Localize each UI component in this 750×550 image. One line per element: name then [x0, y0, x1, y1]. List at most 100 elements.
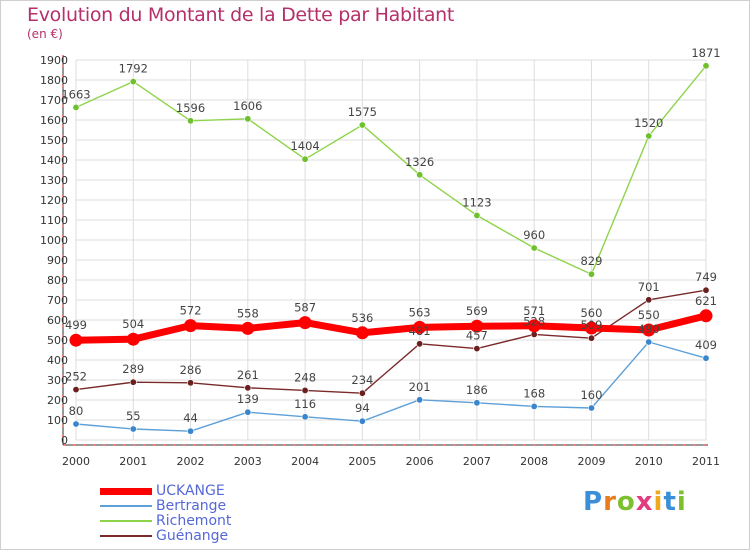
point-uckange-2009 [584, 321, 598, 335]
point-richemont-2003 [244, 115, 252, 123]
point-richemont-2011 [702, 62, 710, 70]
point-uckange-2003 [241, 321, 255, 335]
y-tick-label-100: 100 [47, 414, 68, 427]
point-bertrange-2002 [187, 427, 195, 435]
legend-label-uckange: UCKANGE [156, 483, 225, 499]
data-label-bertrange-2005: 94 [355, 401, 370, 415]
point-bertrange-2004 [301, 413, 309, 421]
data-label-richemont-2008: 960 [523, 228, 545, 242]
data-label-richemont-2007: 1123 [462, 195, 491, 209]
point-richemont-2009 [587, 270, 595, 278]
data-labels: 1663 1792 1596 1606 1404 1575 1326 1123 960 829 15… [61, 46, 720, 425]
series-line-bertrange [75, 341, 707, 432]
y-tick-label-700: 700 [47, 294, 68, 307]
point-guenange-2005 [358, 389, 366, 397]
x-tick-label-2001: 2001 [119, 455, 147, 468]
series-line-guenange [75, 289, 707, 394]
point-bertrange-2006 [416, 396, 424, 404]
logo-letter: o [616, 487, 636, 517]
data-label-guenange-2000: 252 [65, 370, 87, 384]
series-line-uckange [75, 312, 707, 344]
data-label-uckange-2010: 550 [638, 308, 660, 322]
point-uckange-2011 [699, 309, 713, 323]
data-label-guenange-2006: 481 [409, 324, 431, 338]
data-label-guenange-2011: 749 [695, 270, 717, 284]
point-guenange-2004 [301, 386, 309, 394]
x-tick-label-2009: 2009 [577, 455, 605, 468]
point-uckange-2000 [69, 333, 83, 347]
data-label-bertrange-2004: 116 [294, 397, 316, 411]
point-bertrange-2005 [358, 417, 366, 425]
data-label-richemont-2011: 1871 [691, 46, 720, 60]
series-layer [69, 62, 713, 435]
data-label-uckange-2005: 536 [351, 311, 373, 325]
data-label-richemont-2003: 1606 [233, 99, 262, 113]
data-label-richemont-2005: 1575 [348, 105, 377, 119]
data-label-bertrange-2011: 409 [695, 338, 717, 352]
logo-letter: x [635, 487, 654, 517]
data-label-richemont-2009: 829 [580, 254, 602, 268]
data-label-bertrange-2000: 80 [69, 404, 84, 418]
point-bertrange-2008 [530, 402, 538, 410]
y-tick-label-900: 900 [47, 254, 68, 267]
point-guenange-2000 [72, 386, 80, 394]
series-line-richemont [75, 65, 707, 275]
proxiti-logo: Proxiti [583, 487, 687, 517]
logo-letter: P [583, 487, 604, 517]
y-tick-label-200: 200 [47, 394, 68, 407]
data-label-richemont-2006: 1326 [405, 155, 434, 169]
point-richemont-2005 [358, 121, 366, 129]
data-label-bertrange-2001: 55 [126, 409, 141, 423]
point-guenange-2006 [416, 340, 424, 348]
point-uckange-2004 [298, 316, 312, 330]
data-label-bertrange-2007: 186 [466, 383, 488, 397]
logo-letter: t [663, 487, 677, 517]
legend-label-bertrange: Bertrange [156, 498, 227, 514]
point-richemont-2007 [473, 211, 481, 219]
point-bertrange-2001 [129, 425, 137, 433]
y-tick-label-1600: 1600 [40, 114, 68, 127]
legend-label-guenange: Guénange [156, 528, 229, 544]
data-label-bertrange-2006: 201 [409, 380, 431, 394]
data-label-bertrange-2002: 44 [183, 411, 198, 425]
data-label-bertrange-2008: 168 [523, 386, 545, 400]
legend-swatch-guenange [100, 535, 152, 537]
y-tick-label-500: 500 [47, 334, 68, 347]
legend-swatch-bertrange [100, 505, 152, 507]
point-guenange-2010 [645, 296, 653, 304]
data-label-guenange-2002: 286 [180, 363, 202, 377]
x-tick-label-2005: 2005 [348, 455, 376, 468]
point-uckange-2010 [642, 323, 656, 337]
data-label-richemont-2002: 1596 [176, 101, 205, 115]
chart-title: Evolution du Montant de la Dette par Hab… [27, 4, 455, 26]
data-label-uckange-2004: 587 [294, 301, 316, 315]
x-tick-label-2007: 2007 [463, 455, 491, 468]
point-guenange-2003 [244, 384, 252, 392]
data-label-uckange-2002: 572 [180, 304, 202, 318]
chart-subtitle: (en €) [27, 27, 63, 41]
line-chart: 0100200300400500600700800900100011001200… [40, 46, 721, 468]
point-guenange-2009 [587, 334, 595, 342]
data-label-uckange-2001: 504 [122, 317, 144, 331]
y-tick-label-1200: 1200 [40, 194, 68, 207]
x-tick-label-2006: 2006 [406, 455, 434, 468]
point-richemont-2000 [72, 103, 80, 111]
point-bertrange-2010 [645, 338, 653, 346]
data-label-guenange-2001: 289 [122, 362, 144, 376]
data-label-richemont-2001: 1792 [119, 62, 148, 76]
x-tick-label-2010: 2010 [635, 455, 663, 468]
data-label-richemont-2004: 1404 [290, 139, 319, 153]
data-label-uckange-2011: 621 [695, 294, 717, 308]
point-guenange-2001 [129, 378, 137, 386]
data-label-uckange-2006: 563 [409, 305, 431, 319]
point-richemont-2002 [187, 117, 195, 125]
point-guenange-2007 [473, 345, 481, 353]
data-label-richemont-2010: 1520 [634, 116, 663, 130]
data-label-guenange-2010: 701 [638, 280, 660, 294]
logo-letter: r [603, 487, 617, 517]
grid [75, 59, 707, 441]
point-bertrange-2011 [702, 354, 710, 362]
data-label-uckange-2000: 499 [65, 318, 87, 332]
legend-swatch-uckange [100, 488, 152, 495]
